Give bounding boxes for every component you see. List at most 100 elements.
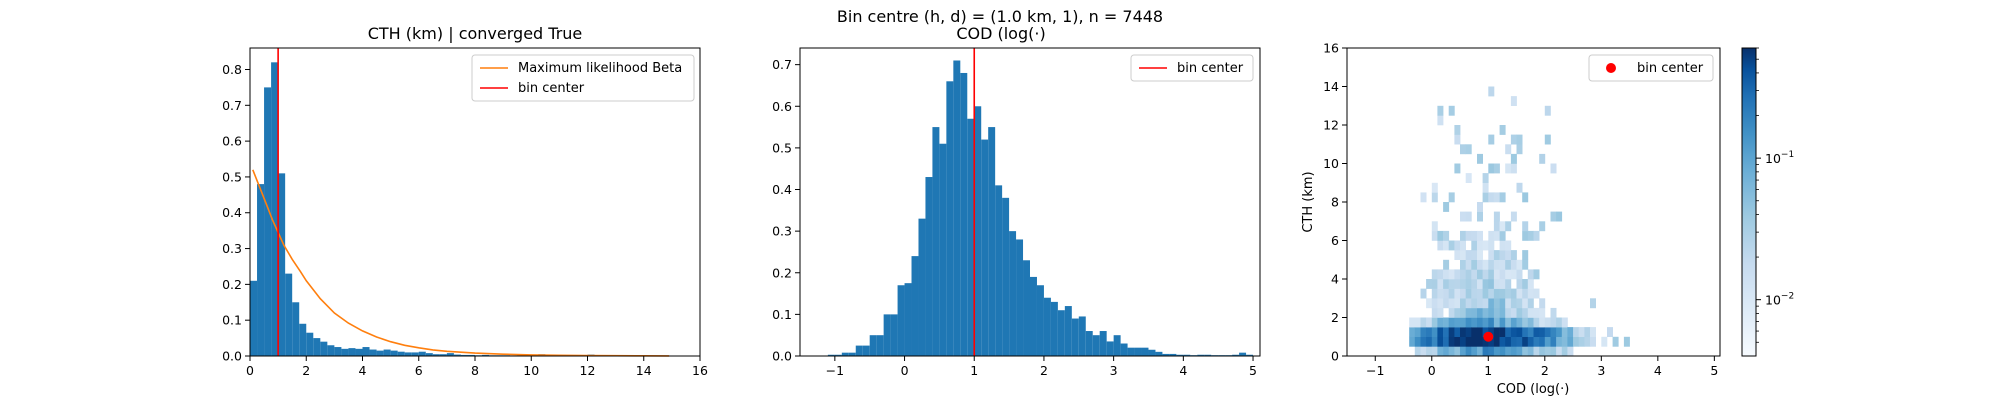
heatmap-cell xyxy=(1460,269,1466,280)
heatmap-cell xyxy=(1443,230,1450,241)
heatmap-cell xyxy=(1460,211,1466,222)
heatmap-cell xyxy=(1420,327,1427,337)
heatmap-cell xyxy=(1431,317,1438,328)
histogram-bar xyxy=(827,354,835,356)
heatmap-cell xyxy=(1522,336,1529,347)
heatmap-cell xyxy=(1539,153,1546,164)
heatmap-cell xyxy=(1414,346,1421,357)
y-tick-label: 0.4 xyxy=(772,182,792,197)
histogram-bar xyxy=(411,352,419,356)
y-tick-label: 0.1 xyxy=(772,307,792,322)
heatmap-cell xyxy=(1414,317,1421,328)
heatmap-cell xyxy=(1516,259,1523,270)
y-tick-label: 0.3 xyxy=(772,224,792,239)
heatmap-cell xyxy=(1584,327,1591,337)
heatmap-cell xyxy=(1510,153,1517,164)
y-tick-label: 0.2 xyxy=(772,265,792,280)
heatmap-cell xyxy=(1482,269,1489,280)
heatmap-cell xyxy=(1460,144,1466,155)
heatmap-cell xyxy=(1488,230,1495,241)
heatmap-cell xyxy=(1516,288,1523,299)
heatmap-cell xyxy=(1454,317,1461,328)
heatmap-cell xyxy=(1578,327,1585,337)
y-tick-label: 0.6 xyxy=(772,99,792,114)
x-tick-label: 1 xyxy=(970,363,978,378)
heatmap-cell xyxy=(1550,336,1557,347)
heatmap-cell xyxy=(1465,269,1472,280)
heatmap-cell xyxy=(1499,307,1506,318)
heatmap-cell xyxy=(1499,259,1506,270)
heatmap-cell xyxy=(1505,346,1512,357)
heatmap-cell xyxy=(1533,346,1540,357)
panel-1-title: CTH (km) | converged True xyxy=(368,24,583,43)
heatmap-cell xyxy=(1522,192,1529,203)
histogram-bar xyxy=(1023,260,1030,356)
heatmap-cell xyxy=(1431,230,1438,241)
histogram-bar xyxy=(834,354,842,356)
histogram-bar xyxy=(446,353,454,356)
histogram-bar xyxy=(890,314,898,356)
y-tick-label: 0.0 xyxy=(222,349,242,364)
panel-1-x-axis: 0 2 4 6 8 10 12 14 16 xyxy=(246,356,708,378)
beta-fit-curve-group xyxy=(252,169,670,357)
heatmap-cell xyxy=(1516,144,1523,155)
heatmap-cell xyxy=(1460,230,1466,241)
y-tick-label: 0.6 xyxy=(222,134,242,149)
heatmap-cell xyxy=(1437,230,1444,241)
heatmap-cell xyxy=(1477,269,1483,280)
heatmap-cells xyxy=(1409,86,1630,357)
heatmap-cell xyxy=(1527,288,1534,299)
heatmap-cell xyxy=(1437,307,1444,318)
heatmap-cell xyxy=(1516,279,1523,289)
heatmap-cell xyxy=(1454,134,1461,145)
histogram-bar xyxy=(1120,343,1128,356)
histogram-bar xyxy=(1009,231,1017,356)
y-tick-label: 0.7 xyxy=(222,98,242,113)
heatmap-cell xyxy=(1454,298,1461,309)
heatmap-cell xyxy=(1510,96,1517,106)
heatmap-cell xyxy=(1426,298,1433,309)
heatmap-cell xyxy=(1505,298,1512,309)
x-tick-label: 10 xyxy=(523,363,539,378)
histogram-bar xyxy=(1127,347,1135,356)
heatmap-cell xyxy=(1522,307,1529,318)
heatmap-cell xyxy=(1482,173,1489,183)
histogram-bar xyxy=(369,349,377,356)
heatmap-cell xyxy=(1556,327,1563,337)
heatmap-cell xyxy=(1420,192,1427,203)
heatmap-cell xyxy=(1488,307,1495,318)
heatmap-cell xyxy=(1477,240,1483,251)
panel-3-y-label: CTH (km) xyxy=(1301,171,1316,232)
histogram-bar xyxy=(1078,316,1086,356)
heatmap-cell xyxy=(1493,259,1500,270)
heatmap-cell xyxy=(1567,346,1574,357)
heatmap-cell xyxy=(1454,346,1461,357)
heatmap-cell xyxy=(1510,269,1517,280)
heatmap-cell xyxy=(1454,240,1461,251)
heatmap-cell xyxy=(1499,240,1506,251)
heatmap-cell xyxy=(1499,298,1506,309)
heatmap-cell xyxy=(1573,336,1580,347)
heatmap-cell xyxy=(1544,336,1551,347)
heatmap-cell xyxy=(1527,317,1534,328)
heatmap-cell xyxy=(1488,240,1495,251)
heatmap-cell xyxy=(1465,250,1472,260)
histogram-bar xyxy=(341,348,349,356)
heatmap-cell xyxy=(1482,346,1489,357)
heatmap-cell xyxy=(1443,279,1450,289)
heatmap-cell xyxy=(1493,221,1500,232)
heatmap-cell xyxy=(1431,288,1438,299)
heatmap-cell xyxy=(1584,336,1591,347)
colorbar-gradient xyxy=(1741,47,1757,357)
x-tick-label: −1 xyxy=(826,363,844,378)
heatmap-cell xyxy=(1590,298,1596,309)
heatmap-cell xyxy=(1477,202,1483,212)
heatmap-cell xyxy=(1510,288,1517,299)
heatmap-cell xyxy=(1522,327,1529,337)
panel-2-legend: bin center xyxy=(1130,54,1254,82)
heatmap-cell xyxy=(1516,346,1523,357)
heatmap-cell xyxy=(1510,336,1517,347)
heatmap-cell xyxy=(1443,259,1450,270)
histogram-bar xyxy=(995,185,1003,356)
